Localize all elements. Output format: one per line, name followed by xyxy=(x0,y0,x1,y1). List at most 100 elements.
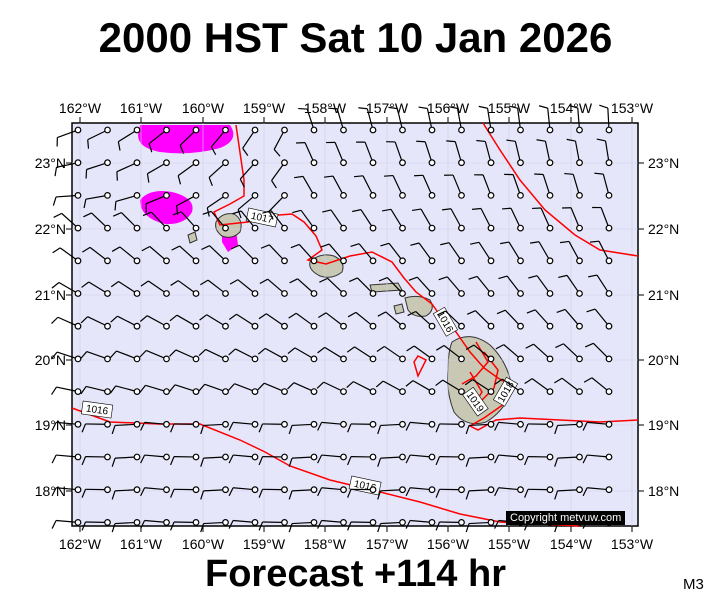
wind-barb xyxy=(524,420,554,433)
barb-station xyxy=(517,388,524,396)
barb-station xyxy=(133,224,141,232)
barb-feather xyxy=(554,457,559,467)
barb-station xyxy=(133,322,141,330)
wind-barb xyxy=(200,453,229,467)
barb-shaft xyxy=(508,241,520,259)
wind-barb xyxy=(465,519,495,533)
barb-shaft xyxy=(330,209,343,227)
barb-station xyxy=(310,191,318,199)
lon-label-bottom: 153°W xyxy=(611,536,654,552)
barb-shaft xyxy=(270,210,284,227)
wind-barb xyxy=(142,211,170,232)
barb-feather xyxy=(465,344,475,351)
barb-shaft xyxy=(324,346,342,358)
barb-station xyxy=(281,486,288,494)
barb-station xyxy=(192,322,200,330)
wind-barb xyxy=(558,274,583,297)
barb-shaft xyxy=(144,519,164,523)
barb-feather xyxy=(294,175,304,179)
barb-shaft xyxy=(415,311,431,325)
barb-shaft xyxy=(475,310,490,325)
barb-shaft xyxy=(239,244,254,260)
barb-shaft xyxy=(418,242,431,259)
barb-feather xyxy=(200,457,205,467)
lon-label-bottom: 159°W xyxy=(243,536,286,552)
barb-station xyxy=(546,191,554,199)
wind-barb xyxy=(534,173,554,199)
wind-barb xyxy=(202,210,229,232)
island-niihau xyxy=(187,231,198,244)
wind-barb xyxy=(288,312,318,330)
barb-shaft xyxy=(87,130,106,141)
barb-station xyxy=(163,126,170,134)
barb-shaft xyxy=(366,108,373,128)
wind-barb xyxy=(170,420,200,433)
barb-feather xyxy=(288,523,293,533)
barb-station xyxy=(458,224,465,232)
barb-station xyxy=(576,191,583,199)
barb-shaft xyxy=(424,141,432,161)
barb-station xyxy=(251,388,259,396)
barb-shaft xyxy=(380,456,400,459)
wind-barb xyxy=(232,210,259,232)
wind-barb xyxy=(524,486,554,498)
barb-shaft xyxy=(233,454,253,458)
barb-feather xyxy=(109,385,117,394)
barb-shaft xyxy=(304,142,314,161)
barb-shaft xyxy=(149,246,165,260)
barb-station xyxy=(74,224,82,232)
barb-station xyxy=(104,191,111,199)
barb-shaft xyxy=(145,195,165,205)
wind-barb xyxy=(538,105,554,134)
barb-feather xyxy=(358,107,368,110)
barb-shaft xyxy=(484,141,491,161)
barb-feather xyxy=(239,178,245,188)
barb-feather xyxy=(110,281,119,288)
barb-station xyxy=(163,257,170,265)
barb-feather xyxy=(435,456,441,466)
wind-barb xyxy=(583,377,613,396)
barb-station xyxy=(399,224,406,232)
barb-feather xyxy=(465,490,470,500)
barb-shaft xyxy=(563,343,578,358)
wind-barb xyxy=(498,275,524,297)
barb-feather xyxy=(170,489,175,498)
barb-station xyxy=(340,453,347,461)
wind-barb xyxy=(298,107,318,134)
barb-feather xyxy=(54,167,58,177)
barb-shaft xyxy=(388,242,402,259)
lat-label-right: 22°N xyxy=(648,221,679,237)
barb-station xyxy=(104,290,111,297)
barb-feather xyxy=(81,281,90,288)
barb-shaft xyxy=(602,173,609,193)
wind-barb xyxy=(496,309,524,330)
wind-barb xyxy=(504,173,524,199)
wind-barb xyxy=(347,311,377,330)
barb-station xyxy=(340,257,347,265)
wind-barb xyxy=(319,277,347,297)
barb-station xyxy=(222,191,229,199)
wind-barb xyxy=(524,453,554,466)
wind-barb xyxy=(228,348,259,363)
barb-station xyxy=(517,126,524,134)
barb-shaft xyxy=(325,312,342,325)
wind-barb xyxy=(83,191,111,209)
barb-station xyxy=(576,290,583,297)
barb-feather xyxy=(406,345,415,352)
barb-feather xyxy=(288,490,293,500)
barb-feather xyxy=(80,351,88,359)
barb-feather xyxy=(210,146,217,156)
barb-feather xyxy=(589,240,600,243)
barb-station xyxy=(163,486,170,494)
barb-shaft xyxy=(242,131,254,149)
barb-shaft xyxy=(114,521,135,525)
barb-feather xyxy=(289,278,298,284)
barb-shaft xyxy=(380,521,400,525)
barb-station xyxy=(281,126,288,134)
barb-feather xyxy=(378,276,388,282)
barb-feather xyxy=(524,423,529,433)
wind-barb xyxy=(109,350,141,363)
barb-feather xyxy=(496,309,506,315)
barb-station xyxy=(458,519,465,526)
barb-station xyxy=(340,486,347,494)
